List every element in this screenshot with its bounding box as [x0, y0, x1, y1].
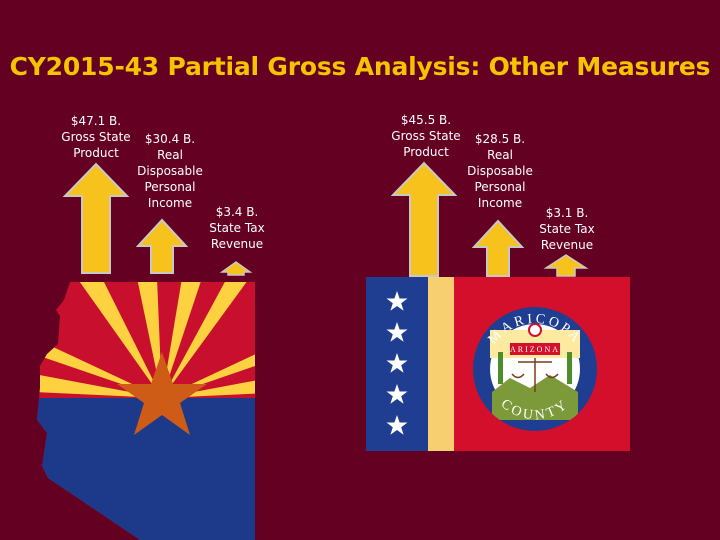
- left-arrows: [62, 162, 253, 276]
- maricopa-county-flag: ARIZONA MARICOPA COUNTY: [366, 277, 630, 451]
- tax-arrow-right: [543, 254, 589, 277]
- left-tax-label: $3.4 B. State Tax Revenue: [209, 205, 265, 251]
- left-income-label: $30.4 B. Real Disposable Personal Income: [137, 132, 203, 210]
- scales-of-justice-icon: [511, 358, 559, 392]
- right-arrows: [390, 161, 589, 277]
- slide-title: CY2015-43 Partial Gross Analysis: Other …: [9, 52, 711, 81]
- gsp-arrow-left: [62, 162, 130, 274]
- right-income-label: $28.5 B. Real Disposable Personal Income: [467, 132, 533, 210]
- right-gsp-label: $45.5 B. Gross State Product: [391, 113, 461, 159]
- arizona-state-map: [37, 282, 255, 540]
- gsp-arrow-right: [390, 161, 458, 277]
- right-tax-label: $3.1 B. State Tax Revenue: [539, 206, 595, 252]
- tax-arrow-left: [219, 261, 253, 276]
- seal-banner-text: ARIZONA: [510, 345, 560, 354]
- income-arrow-left: [135, 218, 189, 274]
- left-gsp-label: $47.1 B. Gross State Product: [61, 114, 131, 160]
- income-arrow-right: [471, 219, 525, 277]
- maricopa-county-seal: ARIZONA MARICOPA COUNTY: [473, 307, 597, 431]
